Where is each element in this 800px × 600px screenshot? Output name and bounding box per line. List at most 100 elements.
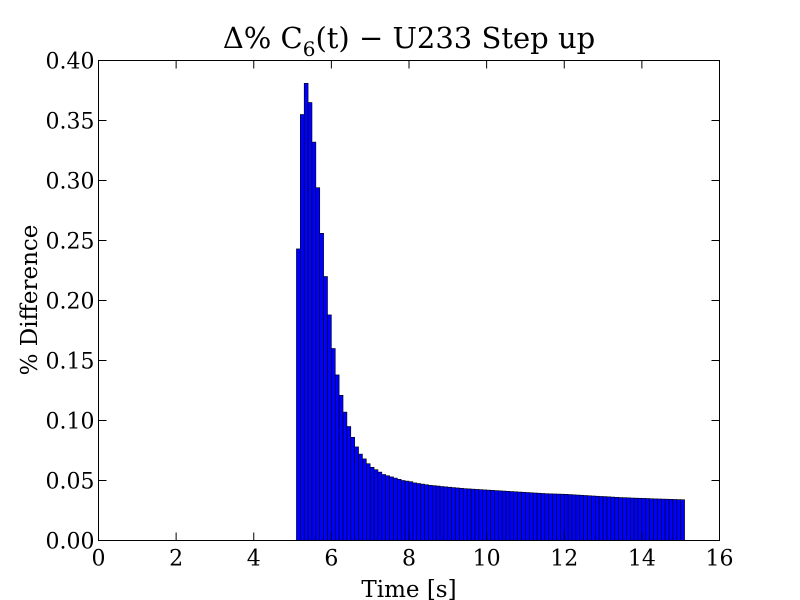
bar	[474, 489, 480, 541]
bar	[470, 488, 476, 541]
bar	[389, 476, 394, 541]
bar	[602, 496, 608, 541]
bar	[571, 494, 577, 541]
bar	[552, 493, 557, 541]
bar	[653, 498, 658, 541]
bar	[416, 483, 421, 541]
bar	[346, 426, 352, 541]
chart-title: Δ% C6(t) − U233 Step up	[223, 21, 595, 61]
bar	[463, 488, 468, 541]
y-tick-label: 0.25	[46, 230, 95, 255]
bars-group	[296, 83, 685, 541]
y-tick-label: 0.35	[46, 110, 95, 135]
bar	[362, 458, 367, 541]
bar	[676, 499, 681, 541]
bar	[424, 484, 429, 541]
bar	[521, 491, 526, 541]
y-tick-label: 0.20	[46, 290, 95, 315]
bar	[459, 487, 464, 541]
chart-title-suffix: (t) − U233 Step up	[315, 21, 595, 55]
bar	[680, 499, 685, 541]
bar	[664, 498, 670, 541]
bar	[567, 494, 573, 541]
bar	[342, 411, 348, 541]
bar	[513, 491, 518, 541]
x-axis-label: Time [s]	[361, 577, 456, 600]
bar	[536, 492, 542, 541]
bar	[540, 493, 546, 541]
bar	[575, 494, 581, 541]
bar	[649, 498, 654, 541]
bar	[525, 492, 530, 541]
bar	[587, 495, 592, 541]
bar	[478, 489, 484, 541]
chart-title-prefix: Δ% C	[223, 21, 303, 55]
chart-title-subscript: 6	[303, 37, 316, 61]
y-tick-label: 0.30	[46, 170, 95, 195]
x-tick-label: 12	[550, 547, 578, 572]
bar	[327, 314, 332, 541]
bar	[397, 478, 402, 541]
y-tick-label: 0.40	[46, 50, 95, 75]
bar	[369, 466, 375, 541]
bar	[323, 276, 328, 541]
bar	[358, 453, 363, 541]
bar	[455, 487, 460, 541]
axis-ticks	[98, 60, 720, 541]
bar	[501, 490, 507, 541]
bar	[505, 490, 511, 541]
bar	[338, 394, 344, 541]
plot-frame	[98, 60, 720, 541]
bar	[393, 477, 398, 541]
y-tick-label: 0.05	[46, 470, 95, 495]
bar	[377, 471, 383, 541]
bar	[556, 493, 561, 541]
y-axis-label: % Difference	[17, 225, 43, 376]
bar	[315, 187, 321, 541]
bar	[641, 498, 647, 541]
bar	[610, 496, 616, 541]
bar	[657, 498, 662, 541]
bar	[591, 495, 596, 541]
bar	[486, 489, 491, 541]
bar	[598, 496, 604, 541]
bar	[435, 485, 441, 541]
bar	[331, 348, 336, 541]
bar	[548, 493, 553, 541]
bar	[606, 496, 612, 541]
bar	[622, 497, 627, 541]
x-tick-label: 2	[169, 547, 183, 572]
bar	[660, 498, 666, 541]
bar	[300, 114, 305, 541]
x-tick-label: 10	[473, 547, 501, 572]
x-axis-tick-labels: 0 2 4 6 8 10 12 14 16	[92, 547, 734, 572]
bar	[494, 490, 499, 541]
bar	[490, 490, 495, 541]
bar	[307, 102, 313, 541]
bar	[497, 490, 503, 541]
bar	[311, 141, 317, 541]
bar	[404, 480, 410, 541]
bar	[354, 446, 359, 541]
bar	[482, 489, 487, 541]
y-tick-label: 0.15	[46, 350, 95, 375]
bar	[451, 487, 456, 541]
bar	[412, 482, 418, 541]
bar	[373, 469, 379, 541]
x-tick-label: 16	[706, 547, 734, 572]
x-tick-label: 6	[324, 547, 338, 572]
bar	[633, 497, 639, 541]
bar	[439, 486, 445, 541]
bar	[408, 481, 414, 541]
bar	[447, 486, 452, 541]
x-tick-label: 14	[628, 547, 656, 572]
x-tick-label: 0	[92, 547, 106, 572]
bar	[428, 484, 433, 541]
bar	[517, 491, 522, 541]
bar	[614, 496, 619, 541]
bar	[579, 494, 584, 541]
bar	[350, 436, 355, 541]
bar	[645, 498, 650, 541]
bar	[466, 488, 472, 541]
